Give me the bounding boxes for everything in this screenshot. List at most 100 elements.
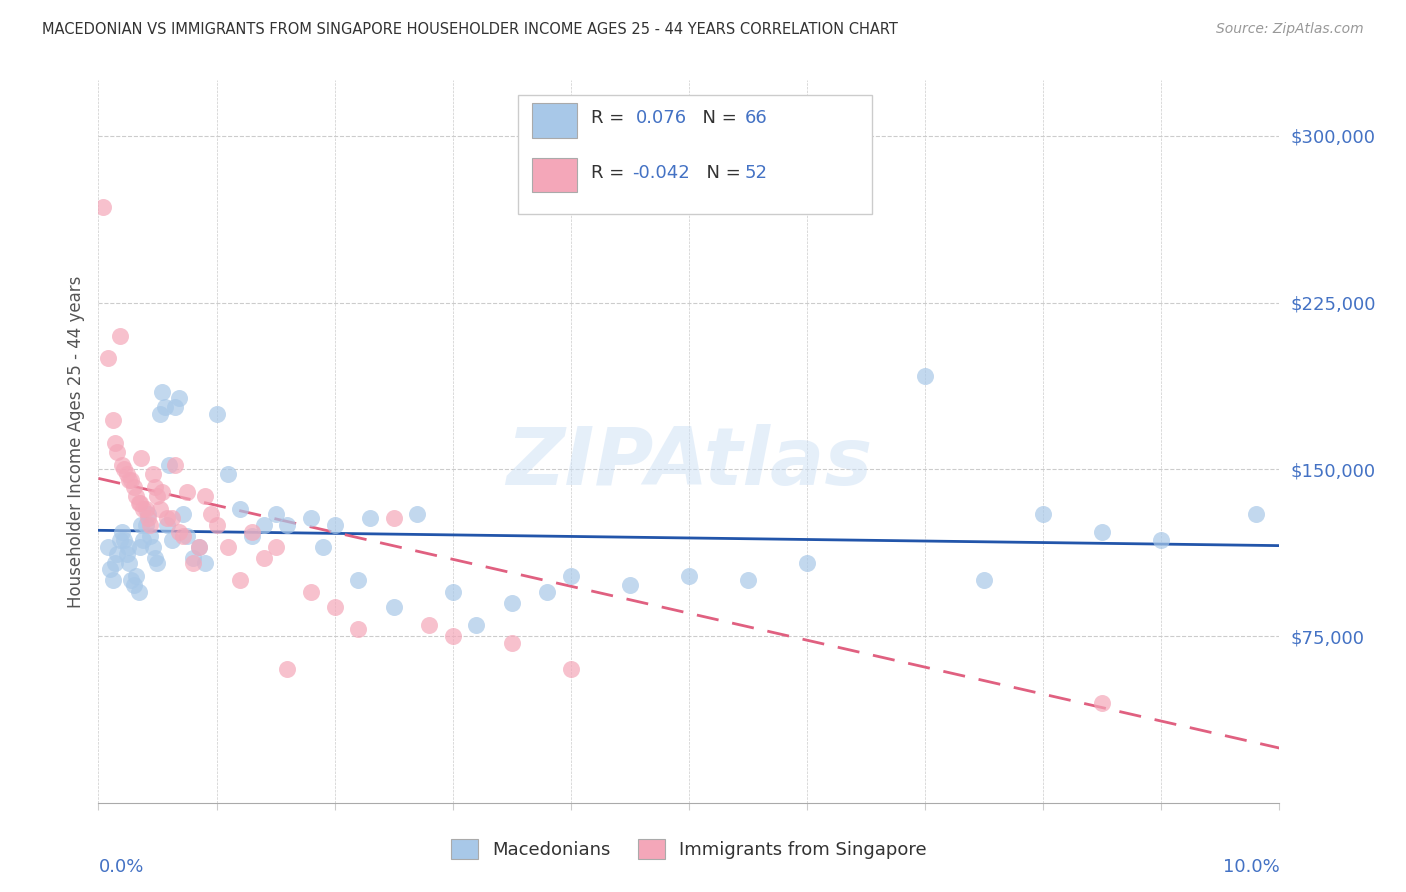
Point [150,384,173,399]
Text: 0.0%: 0.0% [98,858,143,876]
Point [143,480,166,494]
Point [97,540,120,554]
Text: 10.0%: 10.0% [1223,858,1279,876]
Point [156,511,179,525]
Point [128,584,150,599]
Point [142,540,165,554]
Point [104,556,127,570]
Point [501,596,523,610]
Point [136,511,159,525]
Point [406,507,429,521]
Bar [531,103,576,138]
Text: R =: R = [591,164,630,182]
Point [135,502,157,516]
Point [194,489,217,503]
Point [973,574,995,588]
Point [111,524,134,539]
Text: N =: N = [695,164,747,182]
Point [441,584,464,599]
Point [276,662,298,676]
Point [205,407,228,421]
Point [172,507,194,521]
Point [108,533,131,548]
Point [359,511,381,525]
Text: R =: R = [591,109,636,127]
Point [200,507,222,521]
Point [129,517,152,532]
Point [128,540,150,554]
Point [149,407,172,421]
Point [153,400,176,414]
Bar [531,158,576,193]
Point [536,584,558,599]
Point [122,578,145,592]
Point [560,662,582,676]
Point [167,524,190,539]
Point [157,458,180,472]
Point [117,540,139,554]
Point [418,618,440,632]
Point [240,524,263,539]
Point [172,529,194,543]
Point [128,496,150,510]
Point [118,474,141,488]
Point [149,502,172,516]
Point [146,489,169,503]
Point [122,480,145,494]
Point [240,529,263,543]
Text: Source: ZipAtlas.com: Source: ZipAtlas.com [1216,22,1364,37]
Point [143,551,166,566]
Point [181,556,204,570]
Text: 66: 66 [744,109,768,127]
Point [132,533,155,548]
Point [299,511,322,525]
Point [104,435,127,450]
Point [112,462,135,476]
Point [619,578,641,592]
Point [560,569,582,583]
Point [347,623,370,637]
Point [165,458,187,472]
Point [264,540,287,554]
Point [125,489,148,503]
Point [1091,524,1114,539]
Point [1091,696,1114,710]
Text: ZIPAtlas: ZIPAtlas [506,425,872,502]
Point [101,574,124,588]
Point [146,556,169,570]
Point [299,584,322,599]
Point [382,600,405,615]
Point [619,151,641,165]
Point [229,574,252,588]
Point [128,496,150,510]
Point [501,636,523,650]
Point [312,540,335,554]
Point [121,474,143,488]
Point [1032,507,1054,521]
Point [1244,507,1267,521]
Point [347,574,370,588]
Point [142,467,165,481]
Point [737,574,759,588]
Text: MACEDONIAN VS IMMIGRANTS FROM SINGAPORE HOUSEHOLDER INCOME AGES 25 - 44 YEARS CO: MACEDONIAN VS IMMIGRANTS FROM SINGAPORE … [42,22,898,37]
Point [187,540,209,554]
FancyBboxPatch shape [517,95,872,214]
Point [111,458,134,472]
Point [121,574,143,588]
Point [160,533,183,548]
Point [678,569,700,583]
Point [465,618,488,632]
Point [118,556,141,570]
Point [229,502,252,516]
Point [181,551,204,566]
Point [101,413,124,427]
Point [167,391,190,405]
Point [91,200,114,214]
Point [914,368,936,383]
Text: 0.076: 0.076 [636,109,688,127]
Point [264,507,287,521]
Point [125,569,148,583]
Point [160,511,183,525]
Point [1150,533,1173,548]
Point [253,517,276,532]
